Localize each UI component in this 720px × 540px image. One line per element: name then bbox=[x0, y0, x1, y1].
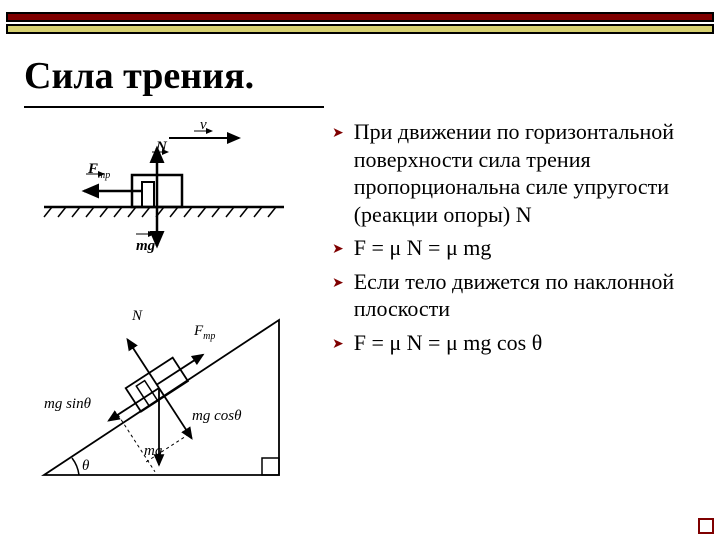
bullet-marker-icon: ➤ bbox=[332, 275, 344, 293]
bullet-item: ➤ F = μ N = μ mg cos θ bbox=[332, 329, 696, 357]
label-angle: θ bbox=[82, 458, 90, 474]
slide-title: Сила трения. bbox=[0, 36, 720, 102]
bullet-text: Если тело движется по наклонной плоскост… bbox=[354, 268, 696, 323]
bar-dark bbox=[6, 12, 714, 22]
label-mg-cos: mg cosθ bbox=[192, 408, 242, 424]
bullet-item: ➤ При движении по горизонтальной поверхн… bbox=[332, 118, 696, 228]
diagram-incline: θ bbox=[24, 280, 314, 490]
bullet-marker-icon: ➤ bbox=[332, 125, 344, 143]
label-velocity: v bbox=[200, 118, 207, 133]
label-friction-sub: тр bbox=[98, 170, 110, 181]
content-area: v N F тр mg bbox=[0, 108, 720, 502]
label-incline-normal: N bbox=[131, 308, 143, 324]
bullet-marker-icon: ➤ bbox=[332, 241, 344, 259]
label-normal: N bbox=[155, 139, 168, 155]
decorative-top-bars bbox=[0, 0, 720, 34]
diagrams-column: v N F тр mg bbox=[24, 118, 324, 502]
bullet-marker-icon: ➤ bbox=[332, 336, 344, 354]
bullet-text: F = μ N = μ mg cos θ bbox=[354, 329, 543, 357]
diagram-horizontal: v N F тр mg bbox=[24, 118, 314, 268]
bullet-list: ➤ При движении по горизонтальной поверхн… bbox=[332, 118, 696, 356]
label-friction: F bbox=[87, 161, 98, 177]
bar-light bbox=[6, 24, 714, 34]
bullet-item: ➤ F = μ N = μ mg bbox=[332, 234, 696, 262]
bullet-item: ➤ Если тело движется по наклонной плоско… bbox=[332, 268, 696, 323]
corner-decoration-icon bbox=[698, 518, 714, 534]
bullet-text: При движении по горизонтальной поверхнос… bbox=[354, 118, 696, 228]
label-weight: mg bbox=[136, 238, 156, 254]
label-mg-sin: mg sinθ bbox=[44, 396, 92, 412]
label-incline-friction: Fтр bbox=[193, 323, 215, 342]
text-column: ➤ При движении по горизонтальной поверхн… bbox=[324, 118, 696, 502]
bullet-text: F = μ N = μ mg bbox=[354, 234, 492, 262]
label-incline-mg: mg bbox=[144, 443, 163, 459]
